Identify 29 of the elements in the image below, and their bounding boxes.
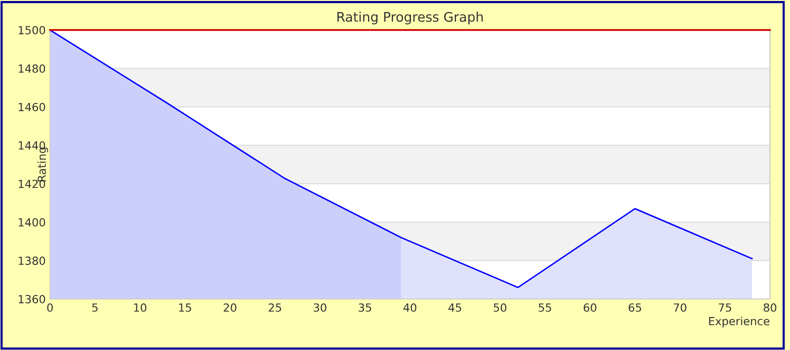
y-tick-label: 1500: [18, 26, 46, 34]
x-tick-label: 40: [403, 303, 416, 312]
y-tick-label: 1460: [18, 102, 46, 112]
x-tick-label: 65: [628, 303, 642, 312]
x-tick-label: 55: [538, 304, 552, 312]
y-tick-label: 1480: [18, 64, 46, 73]
x-axis-title: Experience: [709, 316, 770, 328]
chart-title: Rating Progress Graph: [337, 12, 483, 24]
x-tick-label: 35: [358, 303, 372, 312]
y-tick-label: 1400: [18, 218, 46, 227]
y-axis-title: Rating: [37, 148, 48, 182]
y-tick-label: 1440: [18, 141, 46, 150]
y-tick-label: 1360: [18, 294, 46, 304]
x-tick-label: 5: [92, 304, 98, 312]
y-tick-label: 1420: [18, 180, 46, 188]
line-series: [50, 30, 753, 288]
x-tick-label: 20: [224, 303, 236, 312]
x-tick-label: 45: [448, 304, 462, 312]
x-tick-label: 15: [179, 304, 192, 312]
y-tick-label: 1380: [18, 256, 46, 265]
x-tick-label: 80: [764, 303, 776, 312]
x-tick-label: 30: [314, 303, 326, 312]
x-tick-label: 0: [47, 303, 53, 312]
x-tick-label: 10: [134, 303, 146, 312]
x-tick-label: 75: [718, 304, 732, 312]
x-tick-label: 70: [674, 303, 686, 312]
x-tick-label: 50: [494, 303, 506, 312]
x-tick-label: 25: [268, 303, 282, 312]
x-tick-label: 60: [584, 303, 596, 312]
